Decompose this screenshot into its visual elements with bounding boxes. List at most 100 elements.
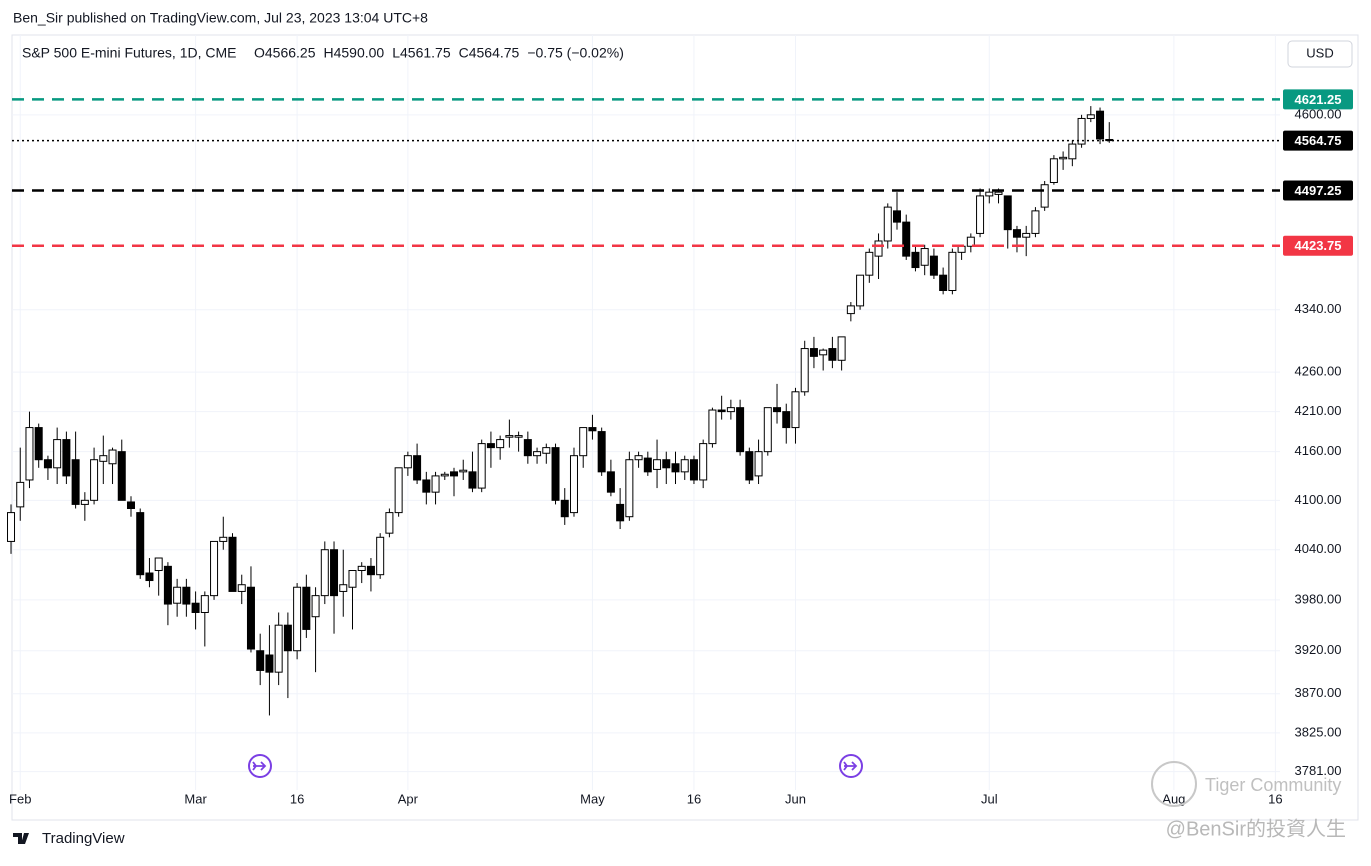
- event-icon[interactable]: [839, 754, 863, 778]
- event-icon[interactable]: [248, 754, 272, 778]
- candle-body: [643, 457, 652, 473]
- candle-body: [653, 459, 662, 470]
- candle-body: [625, 459, 634, 518]
- candle-body: [837, 336, 846, 361]
- x-tick-label: Jul: [981, 791, 998, 806]
- candle-body: [902, 221, 911, 257]
- candle-body: [459, 469, 468, 473]
- price-label-box: [1283, 130, 1353, 151]
- candle-body: [514, 435, 523, 438]
- footer-logo: TradingView: [42, 830, 125, 847]
- candle-body: [486, 443, 495, 449]
- candle-body: [1012, 229, 1021, 238]
- candle-body: [320, 549, 329, 597]
- candle-body: [126, 501, 135, 510]
- candle-body: [228, 536, 237, 592]
- watermark-brand: Tiger Community: [1205, 775, 1341, 795]
- x-tick-label: Aug: [1162, 791, 1185, 806]
- candle-body: [274, 624, 283, 673]
- x-tick-label: 16: [687, 791, 701, 806]
- legend-value: O4566.25: [254, 45, 316, 61]
- candle-body: [736, 407, 745, 453]
- candle-body: [25, 427, 34, 481]
- candle-body: [191, 602, 200, 613]
- candle-body: [1031, 210, 1040, 234]
- currency-label: USD: [1306, 45, 1333, 60]
- candle-body: [348, 570, 357, 588]
- candle-body: [450, 471, 459, 477]
- candle-body: [339, 584, 348, 592]
- price-lines: 4621.25 4564.75 4497.25 4423.75: [12, 89, 1353, 256]
- axes: 3781.00 3825.00 3870.00 3920.00 3980.00 4040.…: [9, 106, 1341, 806]
- candle-body: [699, 443, 708, 481]
- candle-body: [708, 409, 717, 445]
- candle-body: [920, 248, 929, 266]
- candle-body: [385, 512, 394, 534]
- candle-body: [34, 427, 43, 461]
- candle-body: [136, 512, 145, 576]
- candle-body: [505, 435, 514, 438]
- candle-body: [173, 586, 182, 604]
- price-label: 4564.75: [1295, 133, 1342, 148]
- candle-body: [1022, 232, 1031, 238]
- x-tick-label: 16: [290, 791, 304, 806]
- candle-body: [1003, 195, 1012, 231]
- candle-body: [440, 473, 449, 477]
- y-tick-label: 4340.00: [1295, 301, 1342, 316]
- candle-body: [551, 447, 560, 501]
- candle-body: [237, 584, 246, 592]
- candle-body: [542, 447, 551, 454]
- legend-value: H4590.00: [324, 45, 385, 61]
- candle-body: [569, 455, 578, 514]
- price-label: 4621.25: [1295, 92, 1342, 107]
- candle-body: [985, 191, 994, 197]
- candle-body: [957, 245, 966, 253]
- candle-body: [422, 479, 431, 493]
- x-tick-label: Apr: [398, 791, 419, 806]
- candle-body: [1040, 184, 1049, 208]
- price-label-box: [1283, 89, 1353, 110]
- candle-body: [523, 439, 532, 457]
- candle-body: [302, 586, 311, 630]
- price-label-box: [1283, 180, 1353, 201]
- y-tick-label: 4210.00: [1295, 403, 1342, 418]
- candle-body: [828, 348, 837, 361]
- candle-body: [246, 586, 255, 650]
- candle-body: [62, 439, 71, 477]
- candle-body: [892, 210, 901, 223]
- candle-body: [865, 251, 874, 276]
- candle-body: [883, 206, 892, 242]
- candle-body: [1105, 138, 1114, 142]
- candle-body: [680, 459, 689, 473]
- candle-body: [671, 463, 680, 473]
- currency-button[interactable]: [1287, 40, 1353, 68]
- candle-body: [782, 411, 791, 429]
- candle-body: [43, 459, 52, 469]
- candle-body: [210, 540, 219, 597]
- candle-body: [283, 624, 292, 652]
- y-tick-label: 4260.00: [1295, 364, 1342, 379]
- ohlc-legend: O4566.25 H4590.00 L4561.75 C4564.75 −0.75 (−…: [254, 45, 624, 61]
- candle-body: [182, 586, 191, 605]
- legend-value: C4564.75: [459, 45, 520, 61]
- legend-value: L4561.75: [392, 45, 451, 61]
- y-tick-label: 3870.00: [1295, 685, 1342, 700]
- candle-body: [819, 349, 828, 356]
- candle-body: [726, 407, 735, 413]
- candle-body: [71, 459, 80, 505]
- x-tick-label: Mar: [184, 791, 207, 806]
- candle-body: [117, 451, 126, 501]
- candle-body: [376, 536, 385, 576]
- candle-body: [403, 455, 412, 469]
- candle-body: [7, 512, 16, 542]
- candle-body: [496, 439, 505, 449]
- candle-body: [717, 409, 726, 413]
- candle-body: [874, 240, 883, 257]
- x-tick-label: May: [580, 791, 605, 806]
- y-tick-label: 4600.00: [1295, 106, 1342, 121]
- price-label-box: [1283, 235, 1353, 256]
- candle-body: [754, 451, 763, 477]
- price-label: 4497.25: [1295, 183, 1342, 198]
- candle-body: [948, 251, 957, 291]
- footer-logo-icon: [13, 833, 29, 844]
